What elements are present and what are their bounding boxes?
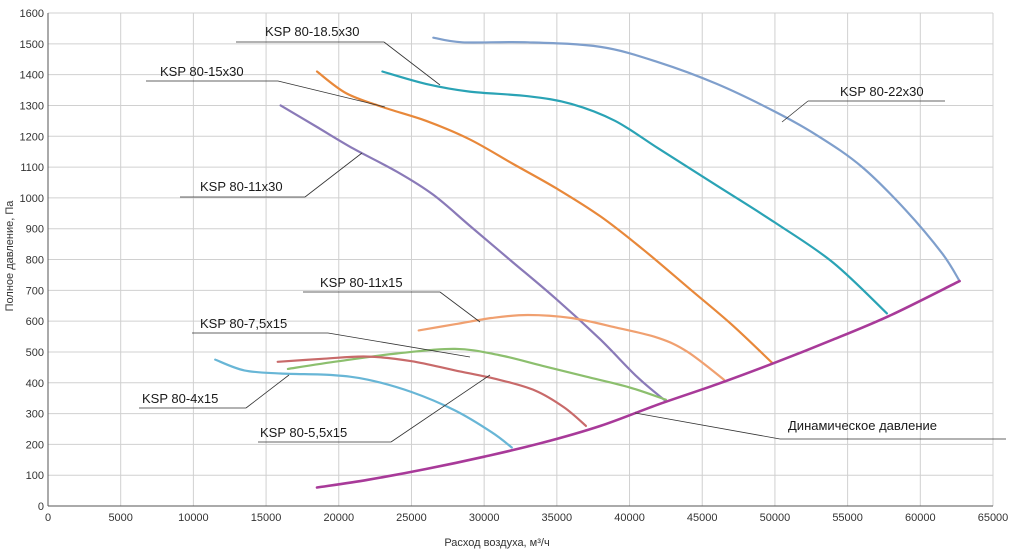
label-leader-line xyxy=(245,374,290,409)
series-line xyxy=(315,70,774,364)
series-label: KSP 80-11x15 xyxy=(320,275,403,290)
y-tick-label: 1200 xyxy=(20,131,44,143)
series-label: KSP 80-22x30 xyxy=(840,84,924,99)
series-line xyxy=(286,347,667,401)
x-tick-label: 40000 xyxy=(614,512,645,524)
y-tick-label: 700 xyxy=(26,285,44,297)
series-line xyxy=(432,36,961,283)
axes xyxy=(47,13,993,507)
x-tick-label: 15000 xyxy=(251,512,282,524)
y-tick-label: 200 xyxy=(26,439,44,451)
label-leader-line xyxy=(327,332,471,358)
x-tick-label: 50000 xyxy=(760,512,791,524)
y-tick-label: 500 xyxy=(26,347,44,359)
x-tick-label: 5000 xyxy=(108,512,132,524)
y-tick-label: 400 xyxy=(26,378,44,390)
label-leaders xyxy=(139,41,1006,443)
series-line xyxy=(315,279,961,489)
series-label: KSP 80-11x30 xyxy=(200,179,283,194)
y-tick-label: 0 xyxy=(38,501,44,513)
y-tick-label: 1000 xyxy=(20,193,44,205)
series-line xyxy=(276,355,587,427)
x-tick-label: 20000 xyxy=(323,512,354,524)
series-label: Динамическое давление xyxy=(788,418,937,433)
label-leader-line xyxy=(383,41,441,86)
x-tick-label: 55000 xyxy=(832,512,863,524)
series-labels: KSP 80-22x30 KSP 80-18.5x30 KSP 80-15x30 KS… xyxy=(142,24,937,440)
x-tick-label: 45000 xyxy=(687,512,718,524)
series-line xyxy=(214,358,513,449)
grid xyxy=(47,12,994,507)
label-leader-line xyxy=(781,100,809,123)
y-tick-label: 800 xyxy=(26,255,44,267)
y-tick-label: 1400 xyxy=(20,70,44,82)
y-tick-label: 1300 xyxy=(20,100,44,112)
label-leader-line xyxy=(390,374,491,443)
label-leader-line xyxy=(634,412,781,440)
label-leader-line xyxy=(439,291,481,323)
y-tick-label: 1100 xyxy=(20,162,44,174)
label-leader-line xyxy=(277,80,386,108)
x-tick-label: 0 xyxy=(45,512,51,524)
x-tick-label: 65000 xyxy=(978,512,1009,524)
x-tick-label: 25000 xyxy=(396,512,427,524)
y-tick-label: 900 xyxy=(26,224,44,236)
series-line xyxy=(417,313,726,381)
y-tick-labels: 0 100 200 300 400 500 600 700 800 900 1000 1100 1200… xyxy=(20,8,44,513)
series-line xyxy=(381,70,888,315)
x-axis-title: Расход воздуха, м³/ч xyxy=(444,537,549,549)
x-tick-label: 30000 xyxy=(469,512,500,524)
y-tick-label: 300 xyxy=(26,409,44,421)
x-tick-label: 35000 xyxy=(542,512,573,524)
series-label: KSP 80-5,5x15 xyxy=(260,425,347,440)
series-label: KSP 80-7,5x15 xyxy=(200,316,287,331)
x-tick-labels: 0 5000 10000 15000 20000 25000 30000 35000 40000… xyxy=(45,512,1008,524)
y-tick-label: 100 xyxy=(26,470,44,482)
series-lines xyxy=(214,36,961,489)
y-axis-title: Полное давление, Па xyxy=(4,200,16,312)
x-tick-label: 60000 xyxy=(905,512,936,524)
y-tick-label: 1600 xyxy=(20,8,44,20)
series-label: KSP 80-18.5x30 xyxy=(265,24,359,39)
x-tick-label: 10000 xyxy=(178,512,209,524)
series-label: KSP 80-15x30 xyxy=(160,64,244,79)
label-leader-line xyxy=(304,152,363,198)
y-tick-label: 1500 xyxy=(20,39,44,51)
series-line xyxy=(279,104,667,403)
series-label: KSP 80-4x15 xyxy=(142,391,218,406)
y-tick-label: 600 xyxy=(26,316,44,328)
